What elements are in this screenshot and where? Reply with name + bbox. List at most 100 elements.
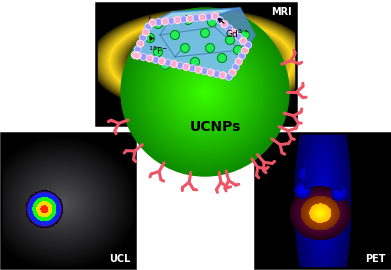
Circle shape: [182, 69, 228, 115]
Circle shape: [140, 53, 147, 60]
Circle shape: [187, 15, 194, 22]
Polygon shape: [215, 8, 255, 45]
Circle shape: [195, 66, 202, 73]
Text: UCL: UCL: [109, 254, 131, 264]
Circle shape: [240, 31, 249, 39]
Circle shape: [161, 18, 169, 25]
Circle shape: [168, 17, 175, 24]
Circle shape: [142, 29, 268, 155]
Text: Gd$^{3+}$: Gd$^{3+}$: [218, 19, 249, 40]
Circle shape: [226, 25, 233, 32]
Circle shape: [154, 42, 255, 142]
Circle shape: [178, 65, 232, 119]
Circle shape: [174, 60, 237, 123]
Circle shape: [207, 69, 214, 76]
Circle shape: [138, 25, 272, 159]
Circle shape: [208, 18, 217, 26]
Circle shape: [193, 15, 200, 22]
Circle shape: [201, 68, 208, 75]
Circle shape: [171, 58, 239, 126]
Circle shape: [155, 19, 162, 26]
Circle shape: [159, 46, 251, 138]
Circle shape: [145, 23, 152, 30]
Text: PET: PET: [366, 254, 386, 264]
Circle shape: [146, 33, 264, 151]
Circle shape: [161, 48, 249, 136]
Polygon shape: [135, 16, 248, 77]
Circle shape: [151, 38, 260, 147]
Circle shape: [157, 44, 253, 140]
Circle shape: [134, 46, 141, 53]
Circle shape: [205, 13, 212, 20]
Circle shape: [203, 90, 207, 94]
Circle shape: [137, 40, 144, 47]
Circle shape: [163, 50, 247, 134]
Circle shape: [125, 12, 285, 172]
Circle shape: [140, 27, 270, 157]
Circle shape: [190, 58, 199, 66]
Circle shape: [192, 79, 218, 104]
Circle shape: [177, 62, 183, 69]
Circle shape: [148, 35, 262, 149]
Circle shape: [131, 52, 138, 59]
Text: UCNPs: UCNPs: [189, 120, 241, 134]
Bar: [1, 133, 135, 268]
Circle shape: [127, 14, 283, 170]
Circle shape: [199, 14, 206, 21]
Circle shape: [154, 19, 163, 29]
Circle shape: [121, 8, 289, 176]
Text: $^{18}$F$^{-}$: $^{18}$F$^{-}$: [148, 37, 168, 57]
Circle shape: [212, 12, 219, 19]
Circle shape: [221, 21, 228, 28]
Bar: [96, 3, 296, 125]
Circle shape: [158, 58, 165, 65]
Circle shape: [140, 34, 147, 41]
Circle shape: [144, 31, 266, 153]
Circle shape: [226, 35, 235, 45]
Circle shape: [176, 63, 234, 122]
Circle shape: [230, 29, 237, 36]
Circle shape: [225, 73, 232, 80]
Circle shape: [174, 16, 181, 23]
Circle shape: [206, 43, 215, 52]
Circle shape: [170, 31, 179, 39]
Circle shape: [240, 37, 247, 44]
Circle shape: [170, 60, 178, 68]
Bar: [255, 133, 390, 268]
Circle shape: [167, 54, 243, 130]
Circle shape: [201, 29, 210, 38]
Circle shape: [152, 39, 258, 144]
Circle shape: [197, 84, 213, 100]
Circle shape: [232, 63, 239, 70]
Circle shape: [219, 72, 226, 79]
Circle shape: [183, 63, 190, 70]
Circle shape: [183, 15, 192, 25]
Circle shape: [199, 86, 211, 98]
Circle shape: [136, 23, 274, 161]
Circle shape: [129, 16, 281, 168]
Circle shape: [188, 75, 222, 109]
Circle shape: [194, 82, 215, 103]
Circle shape: [134, 52, 141, 59]
Circle shape: [164, 59, 171, 66]
Circle shape: [142, 29, 149, 36]
Circle shape: [201, 88, 209, 96]
Circle shape: [213, 70, 220, 77]
Circle shape: [217, 53, 226, 62]
Circle shape: [169, 56, 241, 128]
Text: MRI: MRI: [271, 7, 292, 17]
Circle shape: [189, 65, 196, 72]
Circle shape: [184, 71, 226, 113]
Circle shape: [160, 60, 170, 69]
Circle shape: [149, 19, 156, 26]
Circle shape: [241, 47, 248, 54]
Circle shape: [152, 56, 159, 63]
Circle shape: [190, 77, 220, 107]
Circle shape: [235, 58, 242, 65]
Circle shape: [235, 33, 242, 40]
Circle shape: [181, 43, 190, 52]
Circle shape: [186, 73, 224, 111]
Circle shape: [131, 19, 278, 166]
Circle shape: [165, 52, 245, 132]
Polygon shape: [150, 8, 240, 23]
